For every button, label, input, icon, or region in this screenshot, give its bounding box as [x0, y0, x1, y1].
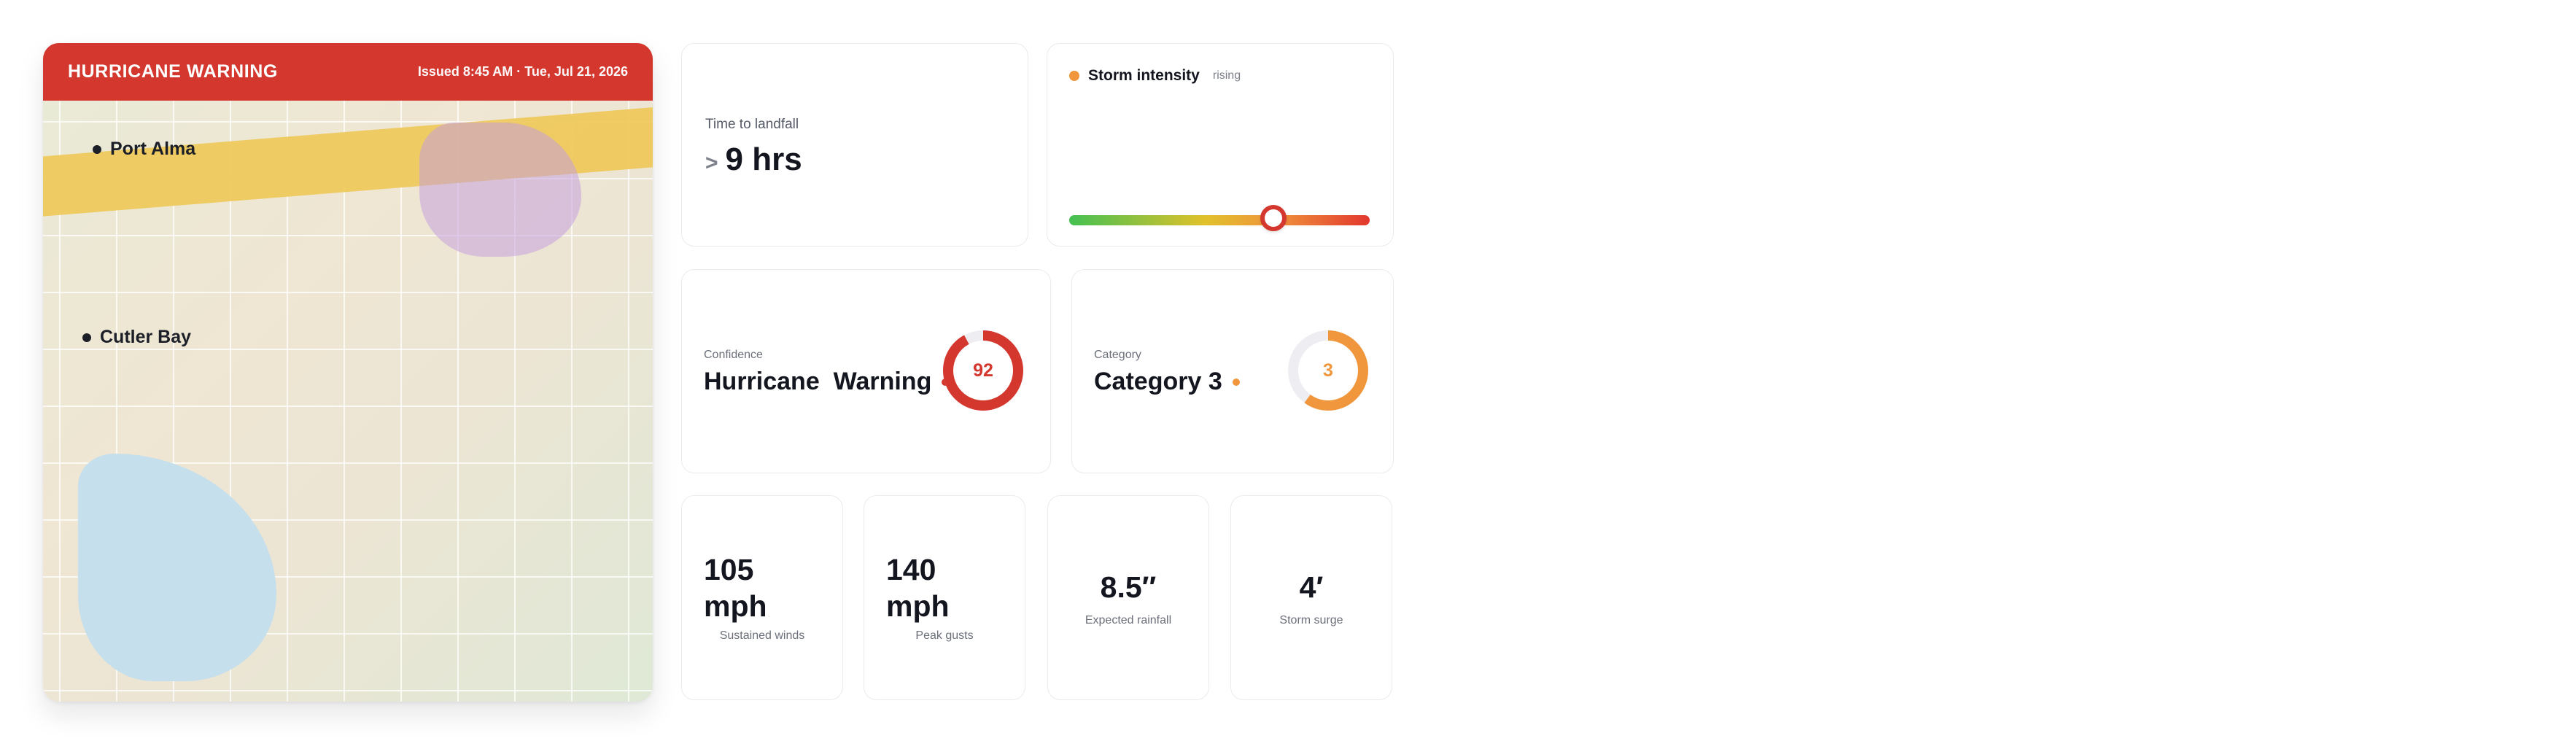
landfall-label: Time to landfall — [705, 117, 799, 132]
category-dot-icon — [1232, 378, 1240, 386]
stat-card-peak-gusts: 140 mph Peak gusts — [864, 495, 1025, 700]
storm-impact-zone — [419, 123, 581, 257]
storm-map[interactable]: Port Alma Cutler Bay — [43, 101, 653, 702]
map-title: HURRICANE WARNING — [68, 61, 278, 82]
category-text: Category 3 — [1094, 368, 1222, 395]
category-label: Category — [1094, 349, 1141, 361]
stat-unit: mph — [704, 589, 767, 623]
stat-value: 4′ — [1299, 570, 1324, 604]
intensity-header: Storm intensity rising — [1069, 67, 1241, 85]
greater-than-prefix: > — [705, 151, 718, 175]
confidence-text: Hurricane Warning — [704, 368, 932, 395]
landfall-hours: 9 hrs — [725, 141, 802, 177]
city-dot-icon — [93, 144, 101, 154]
category-card: Category Category 3 3 — [1071, 269, 1394, 473]
storm-intensity-card: Storm intensity rising — [1047, 43, 1394, 247]
confidence-card: Confidence Hurricane Warning 92 — [681, 269, 1051, 473]
city-dot-icon — [82, 333, 91, 342]
stat-value: 105 mph — [704, 551, 767, 624]
map-header: HURRICANE WARNING Issued 8:45 AM · Tue, … — [43, 43, 653, 101]
city-label: Cutler Bay — [100, 327, 192, 347]
stat-number: 105 — [704, 553, 754, 586]
stat-card-storm-surge: 4′ Storm surge — [1230, 495, 1392, 700]
intensity-trend: rising — [1212, 69, 1241, 82]
landfall-value: > 9 hrs — [705, 141, 802, 178]
stat-card-sustained-winds: 105 mph Sustained winds — [681, 495, 843, 700]
category-ring-arc — [1288, 330, 1368, 411]
confidence-value: Hurricane Warning — [704, 368, 950, 396]
city-marker-cutler-bay[interactable]: Cutler Bay — [82, 327, 191, 348]
stat-card-expected-rainfall: 8.5″ Expected rainfall — [1047, 495, 1209, 700]
stat-value: 8.5″ — [1100, 570, 1157, 604]
stat-number: 140 — [886, 553, 936, 586]
stat-caption: Storm surge — [1279, 614, 1343, 626]
category-ring: 3 — [1286, 328, 1370, 413]
stat-caption: Sustained winds — [719, 629, 805, 642]
issued-timestamp: Issued 8:45 AM · Tue, Jul 21, 2026 — [417, 64, 628, 79]
stat-caption: Expected rainfall — [1085, 614, 1172, 626]
stat-caption: Peak gusts — [915, 629, 974, 642]
confidence-ring: 92 — [941, 328, 1025, 413]
landfall-card: Time to landfall > 9 hrs — [681, 43, 1028, 247]
status-dot-icon — [1069, 71, 1079, 81]
city-marker-port-alma[interactable]: Port Alma — [93, 139, 195, 160]
confidence-ring-arc — [943, 330, 1023, 411]
intensity-slider-thumb[interactable] — [1260, 205, 1287, 231]
stat-value: 140 mph — [886, 551, 950, 624]
intensity-title: Storm intensity — [1088, 67, 1200, 84]
hurricane-map-card: HURRICANE WARNING Issued 8:45 AM · Tue, … — [43, 43, 653, 702]
category-number: 3 — [1323, 360, 1333, 381]
intensity-slider-track[interactable] — [1069, 215, 1370, 225]
stat-unit: mph — [886, 589, 950, 623]
confidence-score: 92 — [973, 360, 993, 381]
city-label: Port Alma — [110, 139, 196, 159]
confidence-label: Confidence — [704, 349, 763, 361]
category-value: Category 3 — [1094, 368, 1240, 396]
